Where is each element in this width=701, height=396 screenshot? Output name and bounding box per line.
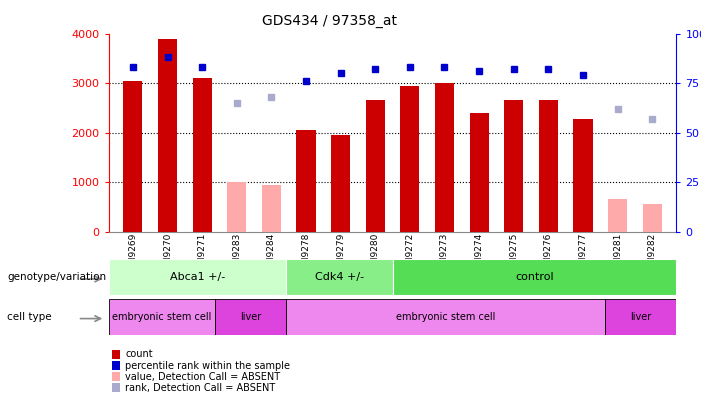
Bar bbox=[573, 119, 592, 232]
Bar bbox=[109, 259, 286, 295]
Bar bbox=[227, 182, 246, 232]
Text: liver: liver bbox=[630, 312, 652, 322]
Bar bbox=[504, 101, 523, 232]
Text: embryonic stem cell: embryonic stem cell bbox=[112, 312, 212, 322]
Bar bbox=[158, 38, 177, 232]
Bar bbox=[606, 299, 676, 335]
Bar bbox=[400, 86, 419, 232]
Bar bbox=[470, 113, 489, 232]
Text: embryonic stem cell: embryonic stem cell bbox=[396, 312, 496, 322]
Text: count: count bbox=[125, 349, 153, 360]
Bar bbox=[643, 204, 662, 232]
Bar bbox=[393, 259, 676, 295]
Bar bbox=[215, 299, 286, 335]
Bar bbox=[262, 185, 281, 232]
Text: Cdk4 +/-: Cdk4 +/- bbox=[315, 272, 364, 282]
Bar bbox=[286, 259, 393, 295]
Text: liver: liver bbox=[240, 312, 261, 322]
Text: cell type: cell type bbox=[7, 312, 52, 322]
Text: value, Detection Call = ABSENT: value, Detection Call = ABSENT bbox=[125, 371, 280, 382]
Bar bbox=[286, 299, 606, 335]
Bar bbox=[435, 83, 454, 232]
Text: control: control bbox=[515, 272, 554, 282]
Bar bbox=[331, 135, 350, 232]
Bar bbox=[366, 101, 385, 232]
Text: genotype/variation: genotype/variation bbox=[7, 272, 106, 282]
Bar bbox=[193, 78, 212, 232]
Bar bbox=[123, 81, 142, 232]
Text: GDS434 / 97358_at: GDS434 / 97358_at bbox=[262, 14, 397, 28]
Text: percentile rank within the sample: percentile rank within the sample bbox=[125, 360, 290, 371]
Bar bbox=[297, 130, 315, 232]
Bar bbox=[539, 101, 558, 232]
Text: rank, Detection Call = ABSENT: rank, Detection Call = ABSENT bbox=[125, 383, 275, 393]
Bar bbox=[109, 299, 215, 335]
Bar bbox=[608, 200, 627, 232]
Text: Abca1 +/-: Abca1 +/- bbox=[170, 272, 225, 282]
